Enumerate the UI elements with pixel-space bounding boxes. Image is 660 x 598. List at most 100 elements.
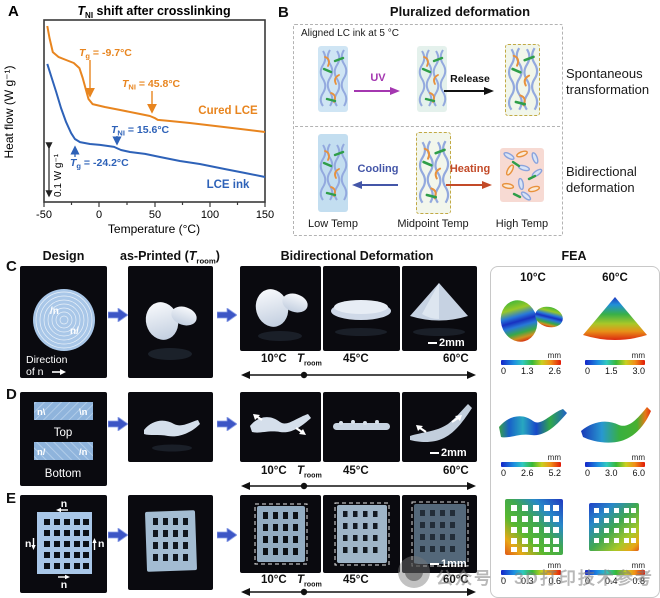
scalebar-c: 2mm xyxy=(428,337,465,349)
fea-colorbar-c-right: mm 0 1.5 3.0 xyxy=(585,351,645,376)
tick: 2.6 xyxy=(548,366,561,376)
tick: 0.4 xyxy=(604,576,618,586)
x-ticks xyxy=(43,202,266,207)
as-printed-c-photo xyxy=(128,266,213,378)
design-d-art: n\ \n Top n/ /n Bottom xyxy=(34,402,93,480)
temp-warm: 45°C xyxy=(343,574,369,586)
fea-c-cone xyxy=(583,297,647,340)
heating-arrow-icon xyxy=(446,181,492,189)
x-tick-label: 100 xyxy=(201,209,219,221)
molecules-aligned-lowtemp xyxy=(318,46,348,112)
director-e-bottom: n xyxy=(61,579,67,591)
scalebar-dash xyxy=(430,563,439,566)
dsc-chart: A TNI shift after crosslinking Heat flow… xyxy=(2,3,274,236)
cooling-label: Cooling xyxy=(357,163,399,175)
design-d-box: n\ \n Top n/ /n Bottom xyxy=(20,392,107,486)
director-d-tr: \n xyxy=(79,407,88,418)
as-printed-e-photo xyxy=(128,495,213,590)
colorbar-ticks: 0 3.0 6.0 xyxy=(585,468,645,478)
release-arrow-icon xyxy=(444,87,494,95)
molecules-midpoint-temp xyxy=(416,132,451,214)
temp-axis-e xyxy=(241,588,476,596)
photo-d-60c xyxy=(402,392,477,462)
annotation-tni-cured: TNI = 45.8°C xyxy=(122,78,181,92)
photo-e-60c xyxy=(402,495,477,573)
spontaneous-transformation-label: Spontaneous transformation xyxy=(566,66,649,99)
panel-b-label: B xyxy=(278,4,289,21)
midpoint-temp-label: Midpoint Temp xyxy=(397,218,469,230)
design-e-art: n n n n xyxy=(25,498,104,591)
temp-room-sym: T xyxy=(297,353,305,365)
temp-labels-e: 10°C Troom 45°C 60°C xyxy=(240,574,477,588)
curve-lce-ink xyxy=(46,63,266,178)
tick: 3.0 xyxy=(604,468,618,478)
x-tick-label: 150 xyxy=(256,209,274,221)
tick: 0 xyxy=(501,576,507,586)
molecules-released xyxy=(505,44,540,116)
panel-b-divider xyxy=(295,126,560,127)
aligned-ink-label: Aligned LC ink at 5 °C xyxy=(301,28,399,39)
fea-e-lattice-hot xyxy=(589,503,639,551)
molecules-low-temp xyxy=(318,134,348,212)
header-as-printed-pre: as-Printed ( xyxy=(120,249,189,263)
colorbar-ticks: 0 1.3 2.6 xyxy=(501,366,561,376)
x-tick-label: 0 xyxy=(96,209,102,221)
colorbar-gradient xyxy=(585,570,645,575)
y-axis-label: Heat flow (W g⁻¹) xyxy=(2,65,16,158)
tick: 1.3 xyxy=(520,366,534,376)
colorbar-gradient xyxy=(501,360,561,365)
temp-room-sub: room xyxy=(304,359,322,368)
scalebar-dash xyxy=(428,342,437,345)
annotation-tni-ink: TNI = 15.6°C xyxy=(111,124,170,138)
colorbar-ticks: 0 0.4 0.8 xyxy=(585,576,645,586)
design-c-art: /n n/ Direction of n xyxy=(26,289,95,378)
colorbar-unit: mm xyxy=(547,561,561,570)
tick: 6.0 xyxy=(632,468,645,478)
tick: 0 xyxy=(585,576,591,586)
watermark-logo-icon xyxy=(398,556,430,588)
temp-room: Troom xyxy=(297,465,322,479)
uv-arrow-icon xyxy=(354,87,400,95)
fea-colorbar-d-left: mm 0 2.6 5.2 xyxy=(501,453,561,478)
photo-d-45c xyxy=(323,392,400,462)
annotation-tg-cured: Tg = -9.7°C xyxy=(79,47,132,61)
flow-arrow-icon xyxy=(108,308,128,322)
temp-room-sym: T xyxy=(297,465,305,477)
tick: 0 xyxy=(585,468,591,478)
panel-b-title: Pluralized deformation xyxy=(389,4,531,19)
molecules-uv-cured xyxy=(417,46,447,112)
scalebar-dash xyxy=(430,452,439,455)
fea-temp-cold: 10°C xyxy=(520,272,546,284)
header-as-printed-sym: T xyxy=(188,249,197,263)
colorbar-unit: mm xyxy=(547,351,561,360)
header-as-printed-post: ) xyxy=(215,249,220,263)
panel-d-label: D xyxy=(6,386,17,403)
photo-d-10c xyxy=(240,392,321,462)
fea-colorbar-d-right: mm 0 3.0 6.0 xyxy=(585,453,645,478)
header-design: Design xyxy=(42,249,85,263)
bidirectional-line1: Bidirectional xyxy=(566,164,637,179)
x-tick-label: 50 xyxy=(149,209,161,221)
tick: 0.8 xyxy=(632,576,645,586)
as-printed-c-art xyxy=(145,302,197,360)
temp-hot: 60°C xyxy=(443,574,469,586)
fea-e-lattice-cold xyxy=(505,499,563,555)
photo-e-10c xyxy=(240,495,321,573)
colorbar-unit: mm xyxy=(631,351,645,360)
uv-label: UV xyxy=(370,72,386,84)
fea-colorbar-e-right: mm 0 0.4 0.8 xyxy=(585,561,645,586)
colorbar-gradient xyxy=(585,462,645,467)
temp-axis-c xyxy=(241,371,476,379)
director-d-bl: n/ xyxy=(37,447,46,458)
temp-cold: 10°C xyxy=(261,465,287,477)
photo-c-60c xyxy=(402,266,477,351)
tick: 0.6 xyxy=(548,576,561,586)
colorbar-gradient xyxy=(501,462,561,467)
colorbar-ticks: 0 1.5 3.0 xyxy=(585,366,645,376)
spontaneous-line2: transformation xyxy=(566,82,650,98)
temp-room: Troom xyxy=(297,574,322,588)
flow-arrow-icon xyxy=(217,308,237,322)
heatflow-scalebar-label: 0.1 W g⁻¹ xyxy=(53,153,64,197)
tick: 0 xyxy=(501,366,507,376)
